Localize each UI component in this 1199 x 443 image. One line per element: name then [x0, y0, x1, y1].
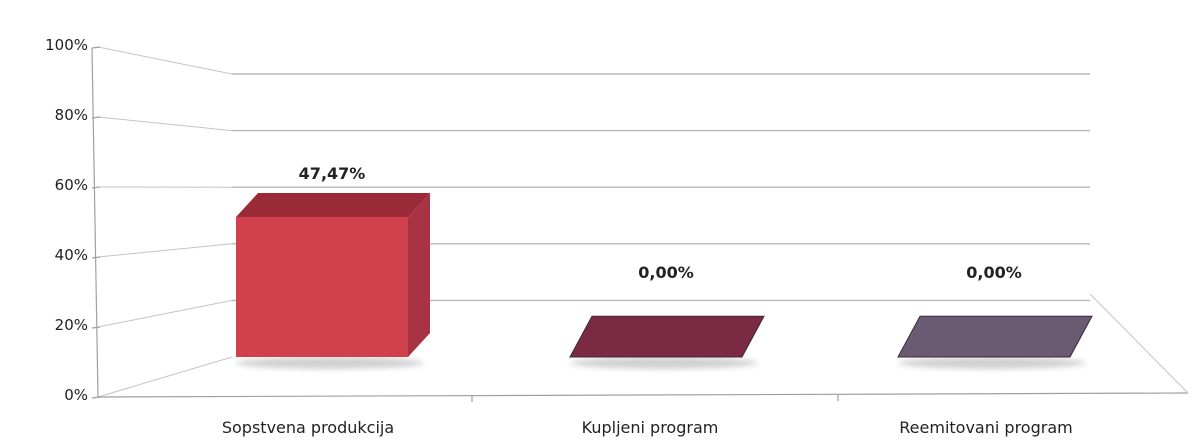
bar-top-face: [897, 315, 1093, 358]
bar-reemitovani-program: [897, 315, 1093, 369]
y-axis-tick-label: 0%: [64, 386, 88, 404]
y-axis-line: [91, 47, 99, 398]
bar-shadow: [898, 357, 1086, 369]
gridline-side: [97, 46, 233, 75]
y-axis-tick-label: 20%: [55, 316, 88, 334]
bar-top-face: [236, 192, 430, 217]
y-axis-tick-label: 100%: [45, 36, 88, 54]
bar-shadow: [570, 357, 758, 369]
bar-side-face: [408, 192, 430, 357]
category-label: Kupljeni program: [582, 418, 719, 437]
gridline-side: [97, 243, 233, 258]
y-axis-tick-mark: [91, 326, 101, 329]
x-axis-line: [97, 392, 1189, 398]
category-label: Reemitovani program: [899, 418, 1072, 437]
category-labels: Sopstvena produkcija Kupljeni program Reem…: [222, 418, 1073, 437]
gridline-side: [97, 116, 233, 132]
data-label: 0,00%: [638, 263, 694, 282]
gridline-side: [97, 356, 233, 398]
bar-shadow: [236, 357, 424, 369]
gridline-side: [97, 299, 233, 328]
data-labels: 47,47% 0,00% 0,00%: [299, 164, 1022, 282]
bar-front-face: [236, 216, 408, 357]
axes: [91, 46, 1189, 402]
bar-sopstvena-produkcija: [236, 192, 430, 369]
floor-right-edge: [1089, 293, 1189, 394]
bars: [236, 192, 1093, 369]
y-axis-tick-label: 60%: [55, 176, 88, 194]
y-axis-tick-labels: 0% 20% 40% 60% 80% 100%: [45, 36, 88, 404]
y-axis-tick-mark: [91, 46, 101, 49]
y-axis-tick-mark: [91, 186, 101, 189]
bar-kupljeni-program: [569, 315, 765, 369]
data-label: 0,00%: [966, 263, 1022, 282]
category-label: Sopstvena produkcija: [222, 418, 394, 437]
y-axis-tick-label: 40%: [55, 246, 88, 264]
y-axis-tick-label: 80%: [55, 106, 88, 124]
bar-top-face: [569, 315, 765, 358]
data-label: 47,47%: [299, 164, 366, 183]
